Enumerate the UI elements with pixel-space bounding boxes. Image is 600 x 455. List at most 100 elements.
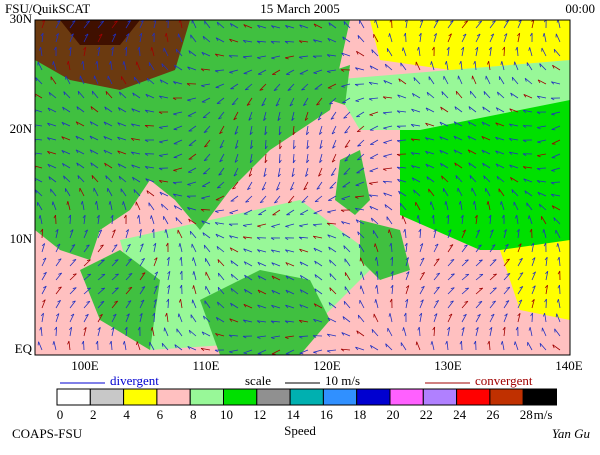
wind-arrow <box>523 178 533 183</box>
wind-arrow <box>359 257 365 267</box>
wind-arrow <box>513 61 519 71</box>
wind-arrow <box>447 273 455 281</box>
colorbar-box <box>522 388 558 406</box>
colorbar-label: 22 <box>420 407 433 422</box>
wind-arrow <box>79 75 85 85</box>
wind-arrow <box>522 153 533 156</box>
wind-arrow <box>313 23 323 29</box>
wind-arrow <box>503 258 510 267</box>
wind-arrow <box>136 341 141 351</box>
wind-arrow <box>488 214 492 225</box>
wind-arrow <box>430 61 435 71</box>
wind-arrow <box>426 176 435 183</box>
wind-arrow <box>153 271 159 281</box>
wind-arrow <box>246 97 253 106</box>
wind-arrow <box>329 97 337 105</box>
header-center: 15 March 2005 <box>260 1 339 16</box>
wind-arrow <box>69 229 74 239</box>
wind-arrow <box>312 235 323 239</box>
wind-arrow <box>536 95 547 99</box>
wind-arrow <box>447 259 455 267</box>
wind-arrow <box>440 106 449 113</box>
wind-arrow <box>503 286 511 295</box>
wind-arrow <box>173 205 183 211</box>
wind-arrow <box>233 111 239 121</box>
wind-arrow <box>400 62 407 71</box>
lat-label: 30N <box>10 11 33 26</box>
wind-arrow <box>153 285 158 295</box>
wind-arrow <box>461 287 469 295</box>
wind-arrow <box>397 94 407 99</box>
wind-arrow <box>75 135 85 141</box>
wind-arrow <box>357 139 365 147</box>
wind-arrow <box>164 229 169 239</box>
lat-labels: 30N 20N 10N EQ <box>10 11 33 356</box>
wind-arrow <box>214 69 225 73</box>
wind-arrow <box>341 195 351 200</box>
colorbar-box <box>89 388 125 406</box>
wind-arrow <box>188 153 197 160</box>
wind-arrow <box>104 106 113 113</box>
wind-arrow <box>200 68 211 72</box>
wind-arrow <box>386 216 393 225</box>
wind-arrow <box>97 244 104 253</box>
wind-arrow <box>433 243 439 253</box>
wind-arrow <box>139 272 146 281</box>
wind-arrow <box>79 187 85 197</box>
wind-arrow <box>461 244 468 253</box>
wind-arrow <box>39 326 43 337</box>
wind-arrow <box>508 138 519 142</box>
wind-arrow <box>286 209 295 216</box>
wind-arrow <box>326 349 337 353</box>
wind-arrow <box>475 313 481 323</box>
wind-arrow <box>203 125 211 134</box>
wind-arrow <box>285 262 295 267</box>
wind-arrow <box>415 61 421 71</box>
wind-arrow <box>356 111 365 118</box>
wind-arrow <box>503 313 508 323</box>
wind-arrow <box>471 187 477 197</box>
wind-arrow <box>242 319 253 323</box>
wind-arrow <box>217 301 225 309</box>
wind-arrow <box>264 139 268 150</box>
wind-arrow <box>230 260 239 267</box>
wind-arrow <box>285 25 295 29</box>
wind-arrow <box>192 257 197 267</box>
wind-arrow <box>528 47 533 57</box>
wind-arrow <box>284 237 295 241</box>
wind-arrow <box>90 162 99 169</box>
wind-arrow <box>314 195 323 203</box>
wind-arrow <box>83 313 89 323</box>
wind-arrow <box>410 152 421 156</box>
wind-arrow <box>271 55 281 60</box>
wind-arrow <box>342 232 351 239</box>
lon-label: 100E <box>71 358 99 373</box>
wind-arrow <box>149 341 155 351</box>
wind-arrow <box>111 33 117 43</box>
wind-arrow <box>244 288 253 295</box>
wind-arrow <box>425 122 435 127</box>
wind-arrow <box>411 177 421 183</box>
wind-arrow <box>441 91 449 99</box>
wind-arrow <box>508 123 519 127</box>
wind-arrow <box>172 181 183 185</box>
wind-arrow <box>61 149 71 155</box>
wind-arrow <box>117 107 127 113</box>
wind-arrow <box>122 201 127 211</box>
wind-arrow <box>270 320 281 324</box>
wind-arrow <box>37 61 43 71</box>
wind-arrow <box>242 223 253 228</box>
wind-arrow <box>97 20 105 29</box>
wind-arrow <box>81 340 85 351</box>
wind-arrow <box>402 327 407 337</box>
wind-arrow <box>257 275 267 281</box>
wind-arrow <box>93 187 99 197</box>
wind-arrow <box>447 313 453 323</box>
wind-arrow <box>50 188 57 197</box>
wind-arrow <box>173 81 183 85</box>
wind-arrow <box>272 209 281 216</box>
wind-arrow <box>314 288 323 295</box>
wind-arrow <box>139 32 143 43</box>
wind-arrow <box>284 40 295 44</box>
wind-arrow <box>537 191 547 197</box>
